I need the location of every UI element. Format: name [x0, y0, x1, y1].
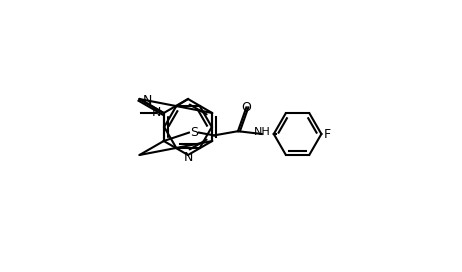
Text: F: F — [323, 128, 330, 141]
Text: NH: NH — [253, 127, 270, 137]
Text: N: N — [183, 151, 193, 164]
Text: S: S — [190, 126, 198, 139]
Text: N: N — [142, 94, 152, 107]
Text: N: N — [152, 107, 161, 119]
Text: O: O — [242, 101, 251, 115]
